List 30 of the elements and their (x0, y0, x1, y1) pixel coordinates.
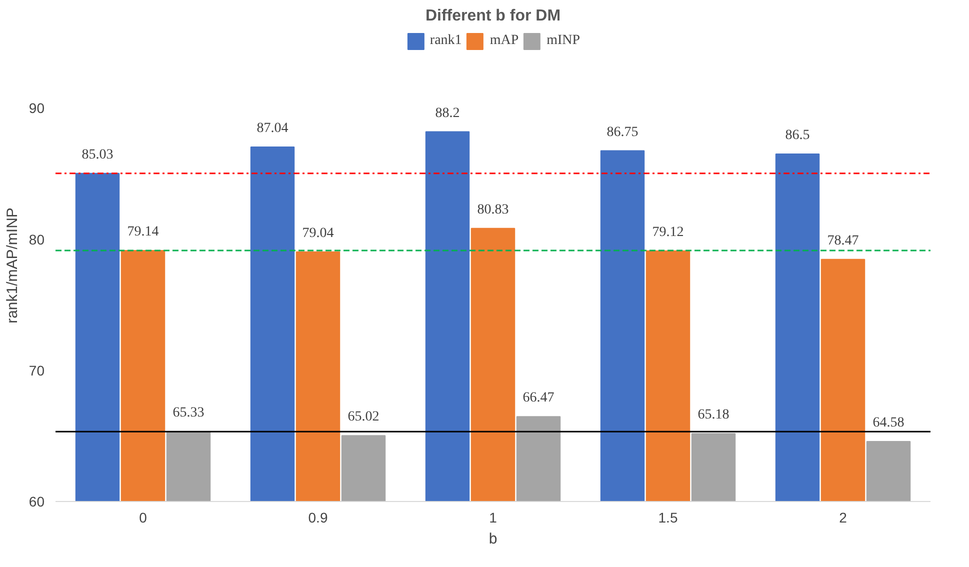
data-label: 79.04 (302, 226, 334, 241)
legend-label: mAP (490, 33, 519, 49)
data-label: 65.33 (172, 406, 204, 421)
data-label: 78.47 (827, 233, 859, 248)
data-label: 64.58 (872, 415, 904, 430)
data-label: 86.5 (785, 128, 810, 144)
legend-label: rank1 (430, 33, 462, 49)
data-label: 85.03 (82, 147, 114, 162)
chart-title: Different b for DM (425, 8, 561, 24)
x-tick-label: 1 (489, 510, 498, 526)
data-label: 88.2 (435, 106, 460, 121)
y-tick-label: 90 (28, 100, 45, 116)
data-label: 87.04 (256, 120, 288, 136)
data-label: 79.14 (127, 224, 159, 240)
data-label: 66.47 (522, 390, 554, 406)
y-tick-label: 70 (28, 362, 45, 378)
y-tick-label: 80 (28, 231, 45, 248)
x-axis-title: b (488, 530, 498, 548)
data-label: 79.12 (652, 224, 684, 240)
x-tick-label: 0 (139, 510, 148, 526)
y-axis-title: rank1/mAP/mINP (4, 208, 21, 324)
legend-label: mINP (546, 33, 580, 49)
data-label: 80.83 (477, 202, 509, 218)
data-label: 65.18 (698, 408, 730, 423)
x-tick-label: 0.9 (308, 510, 328, 526)
x-tick-label: 2 (839, 510, 848, 526)
data-label: 65.02 (348, 410, 380, 425)
y-tick-label: 60 (28, 494, 45, 510)
x-tick-label: 1.5 (658, 510, 678, 526)
data-label: 86.75 (606, 124, 638, 140)
